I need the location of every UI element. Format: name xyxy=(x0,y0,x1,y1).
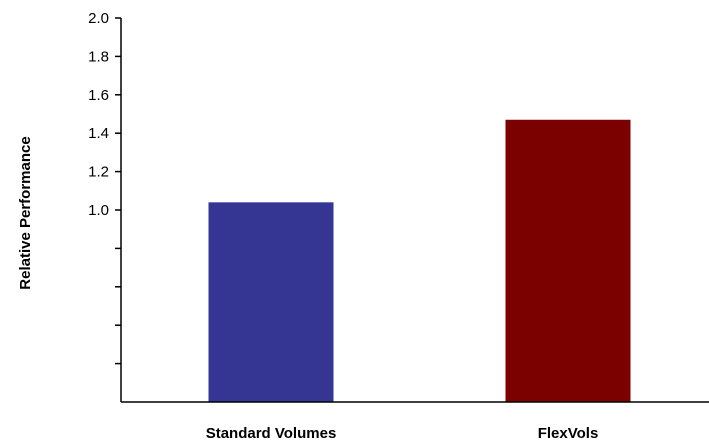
x-category-label: Standard Volumes xyxy=(206,425,337,442)
y-tick-label: 1.8 xyxy=(88,48,109,65)
x-category-label: FlexVols xyxy=(538,425,599,442)
y-tick-label: 1.6 xyxy=(88,87,109,104)
bars-layer xyxy=(208,119,631,402)
y-tick-label: 1.4 xyxy=(88,125,109,142)
y-ticks: 1.0 1.2 1.4 1.6 1.8 2.0 xyxy=(88,10,121,365)
y-tick-label: 1.2 xyxy=(88,164,109,181)
y-tick-label: 2.0 xyxy=(88,10,109,27)
bar-flexvols xyxy=(505,119,631,402)
x-category-labels: Standard Volumes FlexVols xyxy=(206,425,599,442)
y-axis-title: Relative Performance xyxy=(17,136,34,289)
bar-standard-volumes xyxy=(208,202,334,402)
y-tick-label: 1.0 xyxy=(88,202,109,219)
